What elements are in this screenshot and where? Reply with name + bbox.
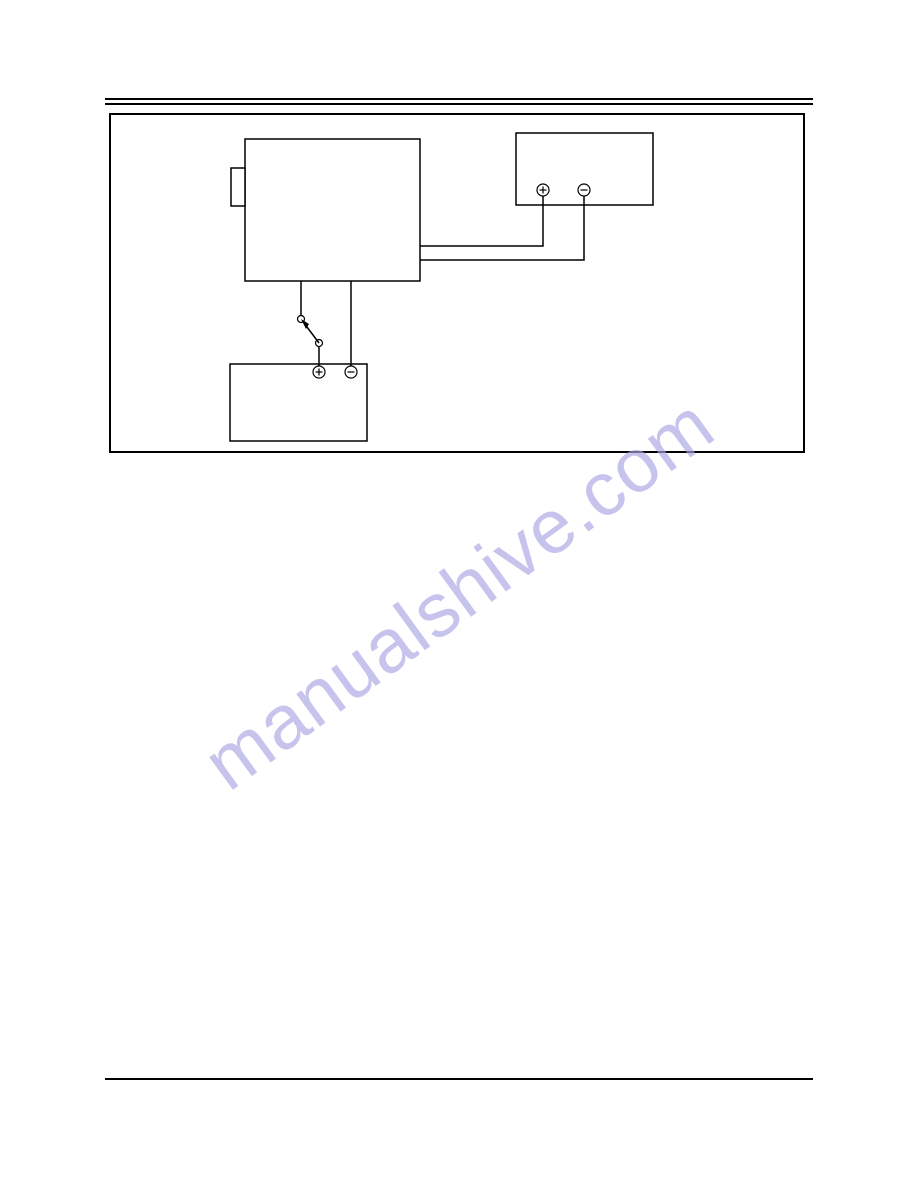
wiring-diagram bbox=[111, 115, 807, 455]
page: manualshive.com bbox=[0, 0, 918, 1188]
main-block-tab bbox=[231, 168, 245, 206]
diagram-frame bbox=[109, 113, 805, 453]
main-block bbox=[245, 139, 420, 281]
top-rule-2 bbox=[105, 103, 813, 105]
top-rule-1 bbox=[105, 98, 813, 100]
bottom-rule bbox=[105, 1078, 813, 1080]
